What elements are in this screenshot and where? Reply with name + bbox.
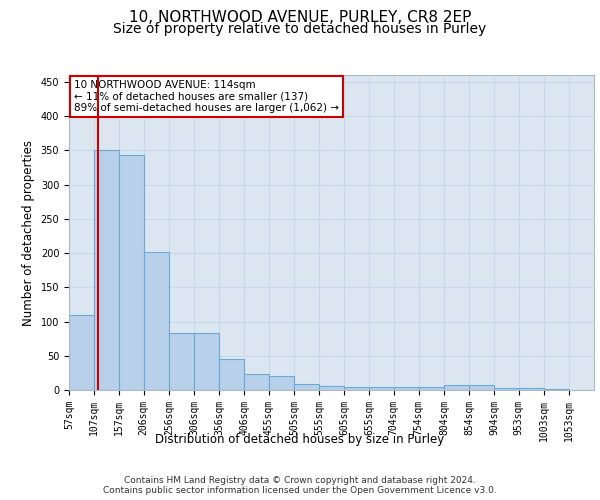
Text: Size of property relative to detached houses in Purley: Size of property relative to detached ho… xyxy=(113,22,487,36)
Y-axis label: Number of detached properties: Number of detached properties xyxy=(22,140,35,326)
Bar xyxy=(219,358,244,390)
Text: Distribution of detached houses by size in Purley: Distribution of detached houses by size … xyxy=(155,432,445,446)
Bar xyxy=(319,386,344,390)
Bar xyxy=(294,384,319,390)
Bar xyxy=(444,385,469,390)
Bar xyxy=(194,333,219,390)
Bar xyxy=(269,376,294,390)
Bar xyxy=(244,374,269,390)
Text: Contains HM Land Registry data © Crown copyright and database right 2024.
Contai: Contains HM Land Registry data © Crown c… xyxy=(103,476,497,495)
Text: 10 NORTHWOOD AVENUE: 114sqm
← 11% of detached houses are smaller (137)
89% of se: 10 NORTHWOOD AVENUE: 114sqm ← 11% of det… xyxy=(74,80,339,113)
Bar xyxy=(369,388,394,390)
Bar xyxy=(419,388,444,390)
Bar xyxy=(519,388,544,390)
Bar xyxy=(469,385,494,390)
Bar xyxy=(394,388,419,390)
Bar xyxy=(94,150,119,390)
Bar xyxy=(494,388,519,390)
Bar xyxy=(544,388,569,390)
Bar xyxy=(69,316,94,390)
Bar xyxy=(169,333,194,390)
Bar xyxy=(344,388,369,390)
Bar xyxy=(144,252,169,390)
Text: 10, NORTHWOOD AVENUE, PURLEY, CR8 2EP: 10, NORTHWOOD AVENUE, PURLEY, CR8 2EP xyxy=(129,10,471,25)
Bar xyxy=(119,155,144,390)
